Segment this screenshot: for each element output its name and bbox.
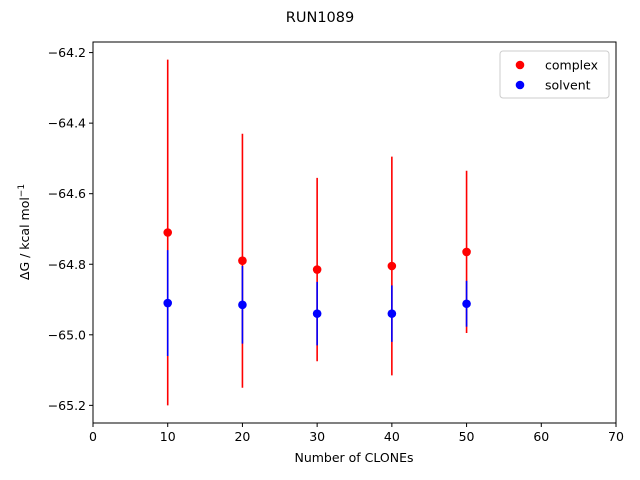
x-tick-label: 0 xyxy=(89,429,97,444)
complex-point xyxy=(238,256,247,266)
plot-area xyxy=(163,59,471,406)
complex-point xyxy=(387,261,397,271)
legend-label-solvent: solvent xyxy=(545,78,591,93)
x-tick-label: 50 xyxy=(459,429,475,444)
axes: 0 10 20 30 40 50 60 70 −65.2 −65.0 −64.8 −64.6 −64.4… xyxy=(48,41,624,444)
y-tick-label: −64.8 xyxy=(48,257,86,272)
solvent-point xyxy=(312,309,322,318)
series-complex xyxy=(163,59,471,406)
y-axis-label-text: ΔG / kcal mol xyxy=(17,197,32,280)
solvent-point xyxy=(462,299,471,309)
series-solvent xyxy=(163,250,471,356)
legend-box xyxy=(499,50,610,99)
y-tick-label: −64.2 xyxy=(48,45,86,60)
y-tick-label: −64.4 xyxy=(48,116,86,131)
x-axis-label: Number of CLONEs xyxy=(294,450,413,465)
complex-point xyxy=(163,228,173,237)
complex-point xyxy=(312,265,322,274)
legend-marker-solvent xyxy=(515,80,525,90)
legend: complex solvent xyxy=(499,50,610,99)
legend-label-complex: complex xyxy=(545,58,598,73)
complex-point xyxy=(462,247,471,257)
y-axis-label-exponent: −1 xyxy=(17,184,27,197)
x-tick-label: 40 xyxy=(384,429,400,444)
legend-marker-complex xyxy=(515,60,525,70)
solvent-point xyxy=(387,309,397,318)
x-tick-label: 10 xyxy=(160,429,176,444)
x-tick-label: 20 xyxy=(234,429,250,444)
solvent-point xyxy=(238,300,247,310)
x-tick-label: 60 xyxy=(533,429,549,444)
y-tick-label: −64.6 xyxy=(48,186,86,201)
axes-frame xyxy=(92,41,617,424)
y-tick-label: −65.0 xyxy=(48,327,86,342)
solvent-point xyxy=(163,298,173,308)
chart-title: RUN1089 xyxy=(286,10,354,26)
y-axis-label: ΔG / kcal mol−1 xyxy=(17,184,32,280)
y-tick-label: −65.2 xyxy=(48,398,86,413)
x-tick-label: 70 xyxy=(608,429,624,444)
x-tick-label: 30 xyxy=(309,429,325,444)
